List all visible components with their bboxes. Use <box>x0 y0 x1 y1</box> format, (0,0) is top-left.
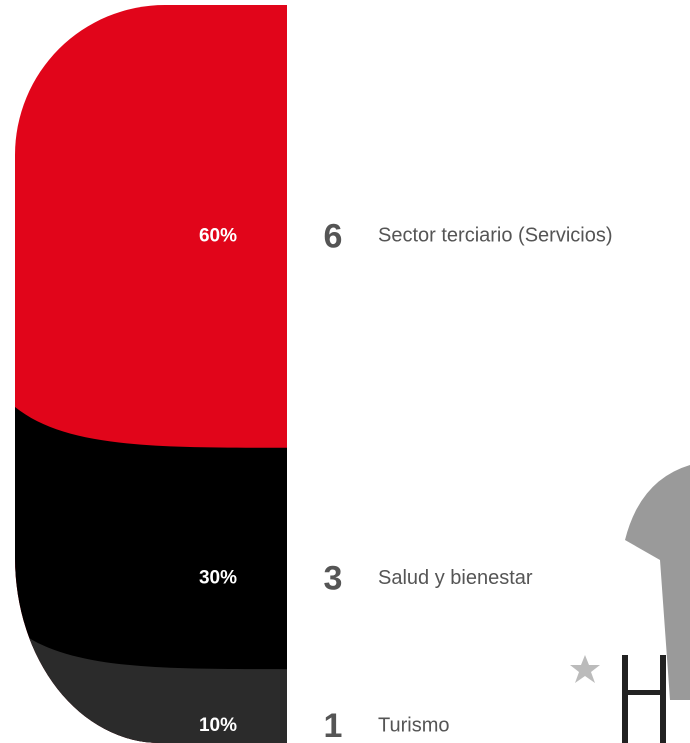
value-label: 10% <box>199 715 237 736</box>
count: 1 <box>324 707 343 743</box>
count: 3 <box>324 559 343 597</box>
category-label: Turismo <box>378 714 449 736</box>
category-label: Sector terciario (Servicios) <box>378 225 613 247</box>
capsule <box>10 5 287 743</box>
count: 6 <box>324 217 343 255</box>
category-label: Salud y bienestar <box>378 567 533 589</box>
value-label: 30% <box>199 568 237 589</box>
chart: 60% 6 Sector terciario (Servicios) 30% 3 Salu… <box>0 0 690 743</box>
value-label: 60% <box>199 225 237 246</box>
illustration <box>570 465 690 743</box>
